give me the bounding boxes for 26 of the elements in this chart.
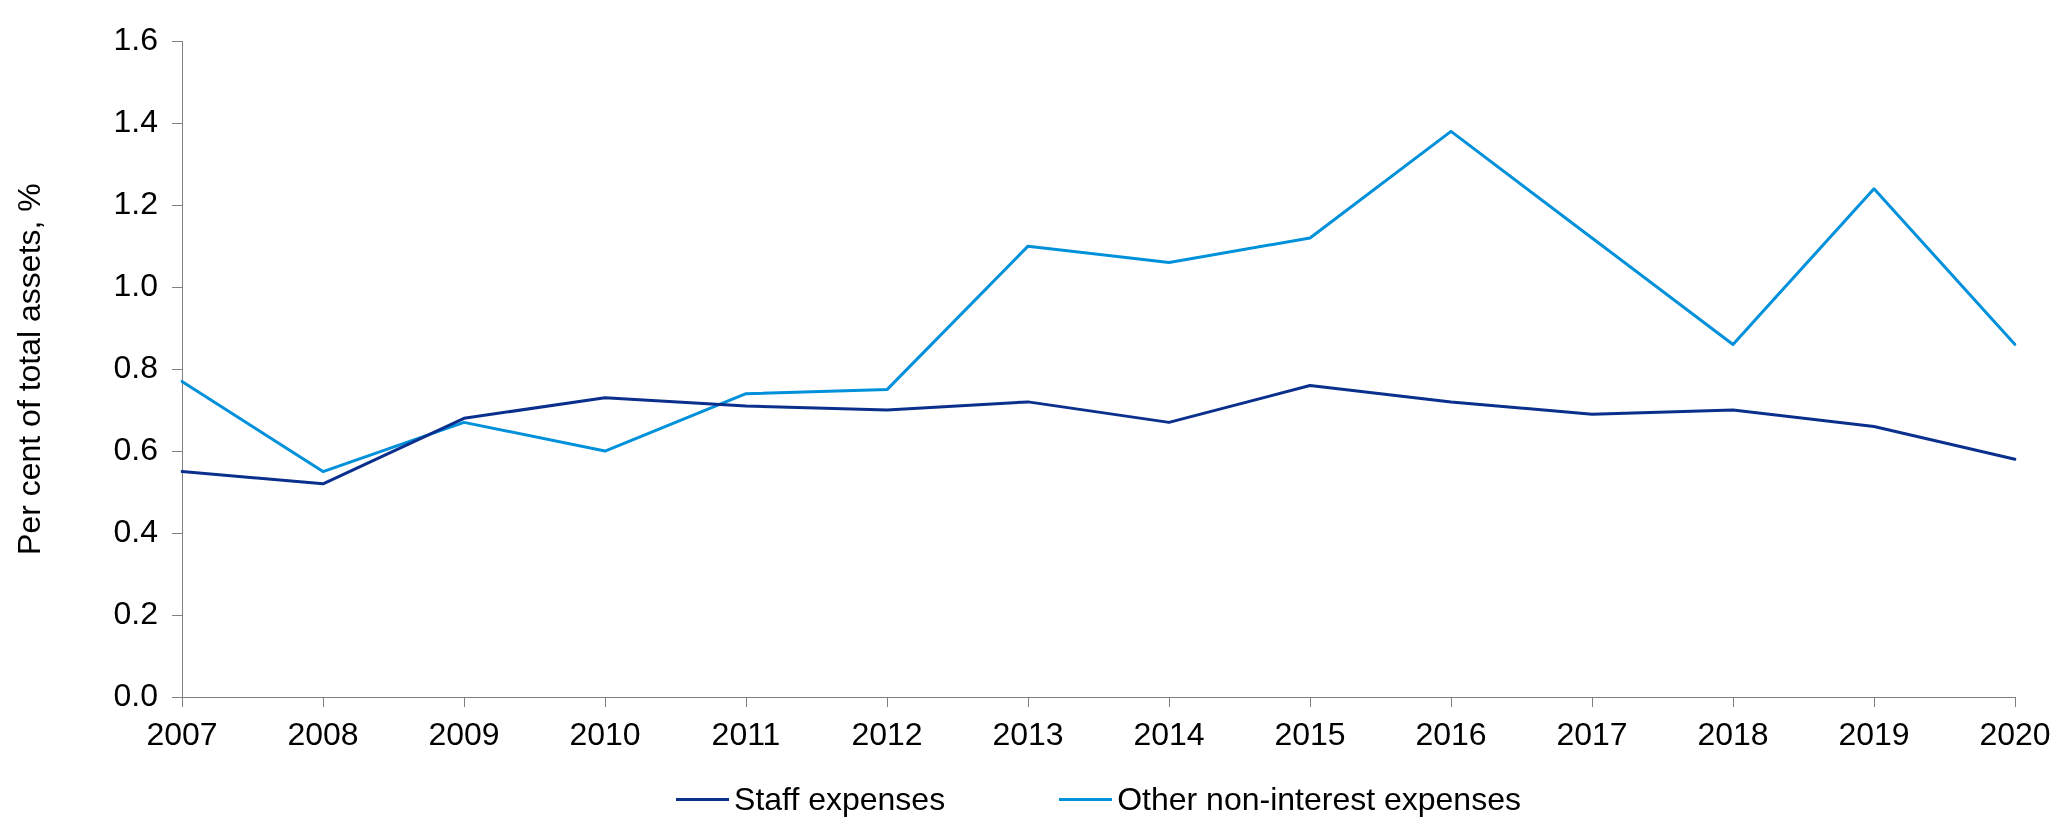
y-tick-label: 0.6 (113, 430, 158, 467)
x-tick-label: 2011 (711, 716, 781, 753)
y-tick-label: 0.0 (113, 676, 158, 713)
legend-label: Staff expenses (734, 781, 946, 817)
x-tick-label: 2012 (851, 716, 923, 753)
y-tick-label: 1.0 (113, 266, 158, 303)
x-tick-label: 2010 (569, 716, 641, 753)
x-tick-label: 2008 (287, 716, 359, 753)
y-tick-label: 0.8 (113, 348, 158, 385)
x-tick-label: 2018 (1697, 716, 1769, 753)
x-tick-label: 2009 (428, 716, 500, 753)
legend-label: Other non-interest expenses (1117, 781, 1521, 817)
y-tick-label: 1.6 (113, 21, 158, 58)
x-tick-label: 2014 (1133, 716, 1205, 753)
y-tick-label: 0.4 (113, 512, 158, 549)
x-tick-label: 2016 (1415, 716, 1487, 753)
x-tick-label: 2013 (992, 716, 1064, 753)
x-tick-label: 2019 (1838, 716, 1910, 753)
x-tick-label: 2020 (1979, 716, 2051, 753)
x-tick-label: 2015 (1274, 716, 1346, 753)
y-tick-label: 1.4 (113, 103, 158, 139)
y-tick-label: 1.2 (113, 184, 158, 221)
y-axis-title: Per cent of total assets, % (11, 183, 48, 555)
x-tick-label: 2017 (1556, 716, 1628, 753)
y-tick-label: 0.2 (113, 594, 158, 631)
x-tick-label: 2007 (146, 716, 218, 753)
